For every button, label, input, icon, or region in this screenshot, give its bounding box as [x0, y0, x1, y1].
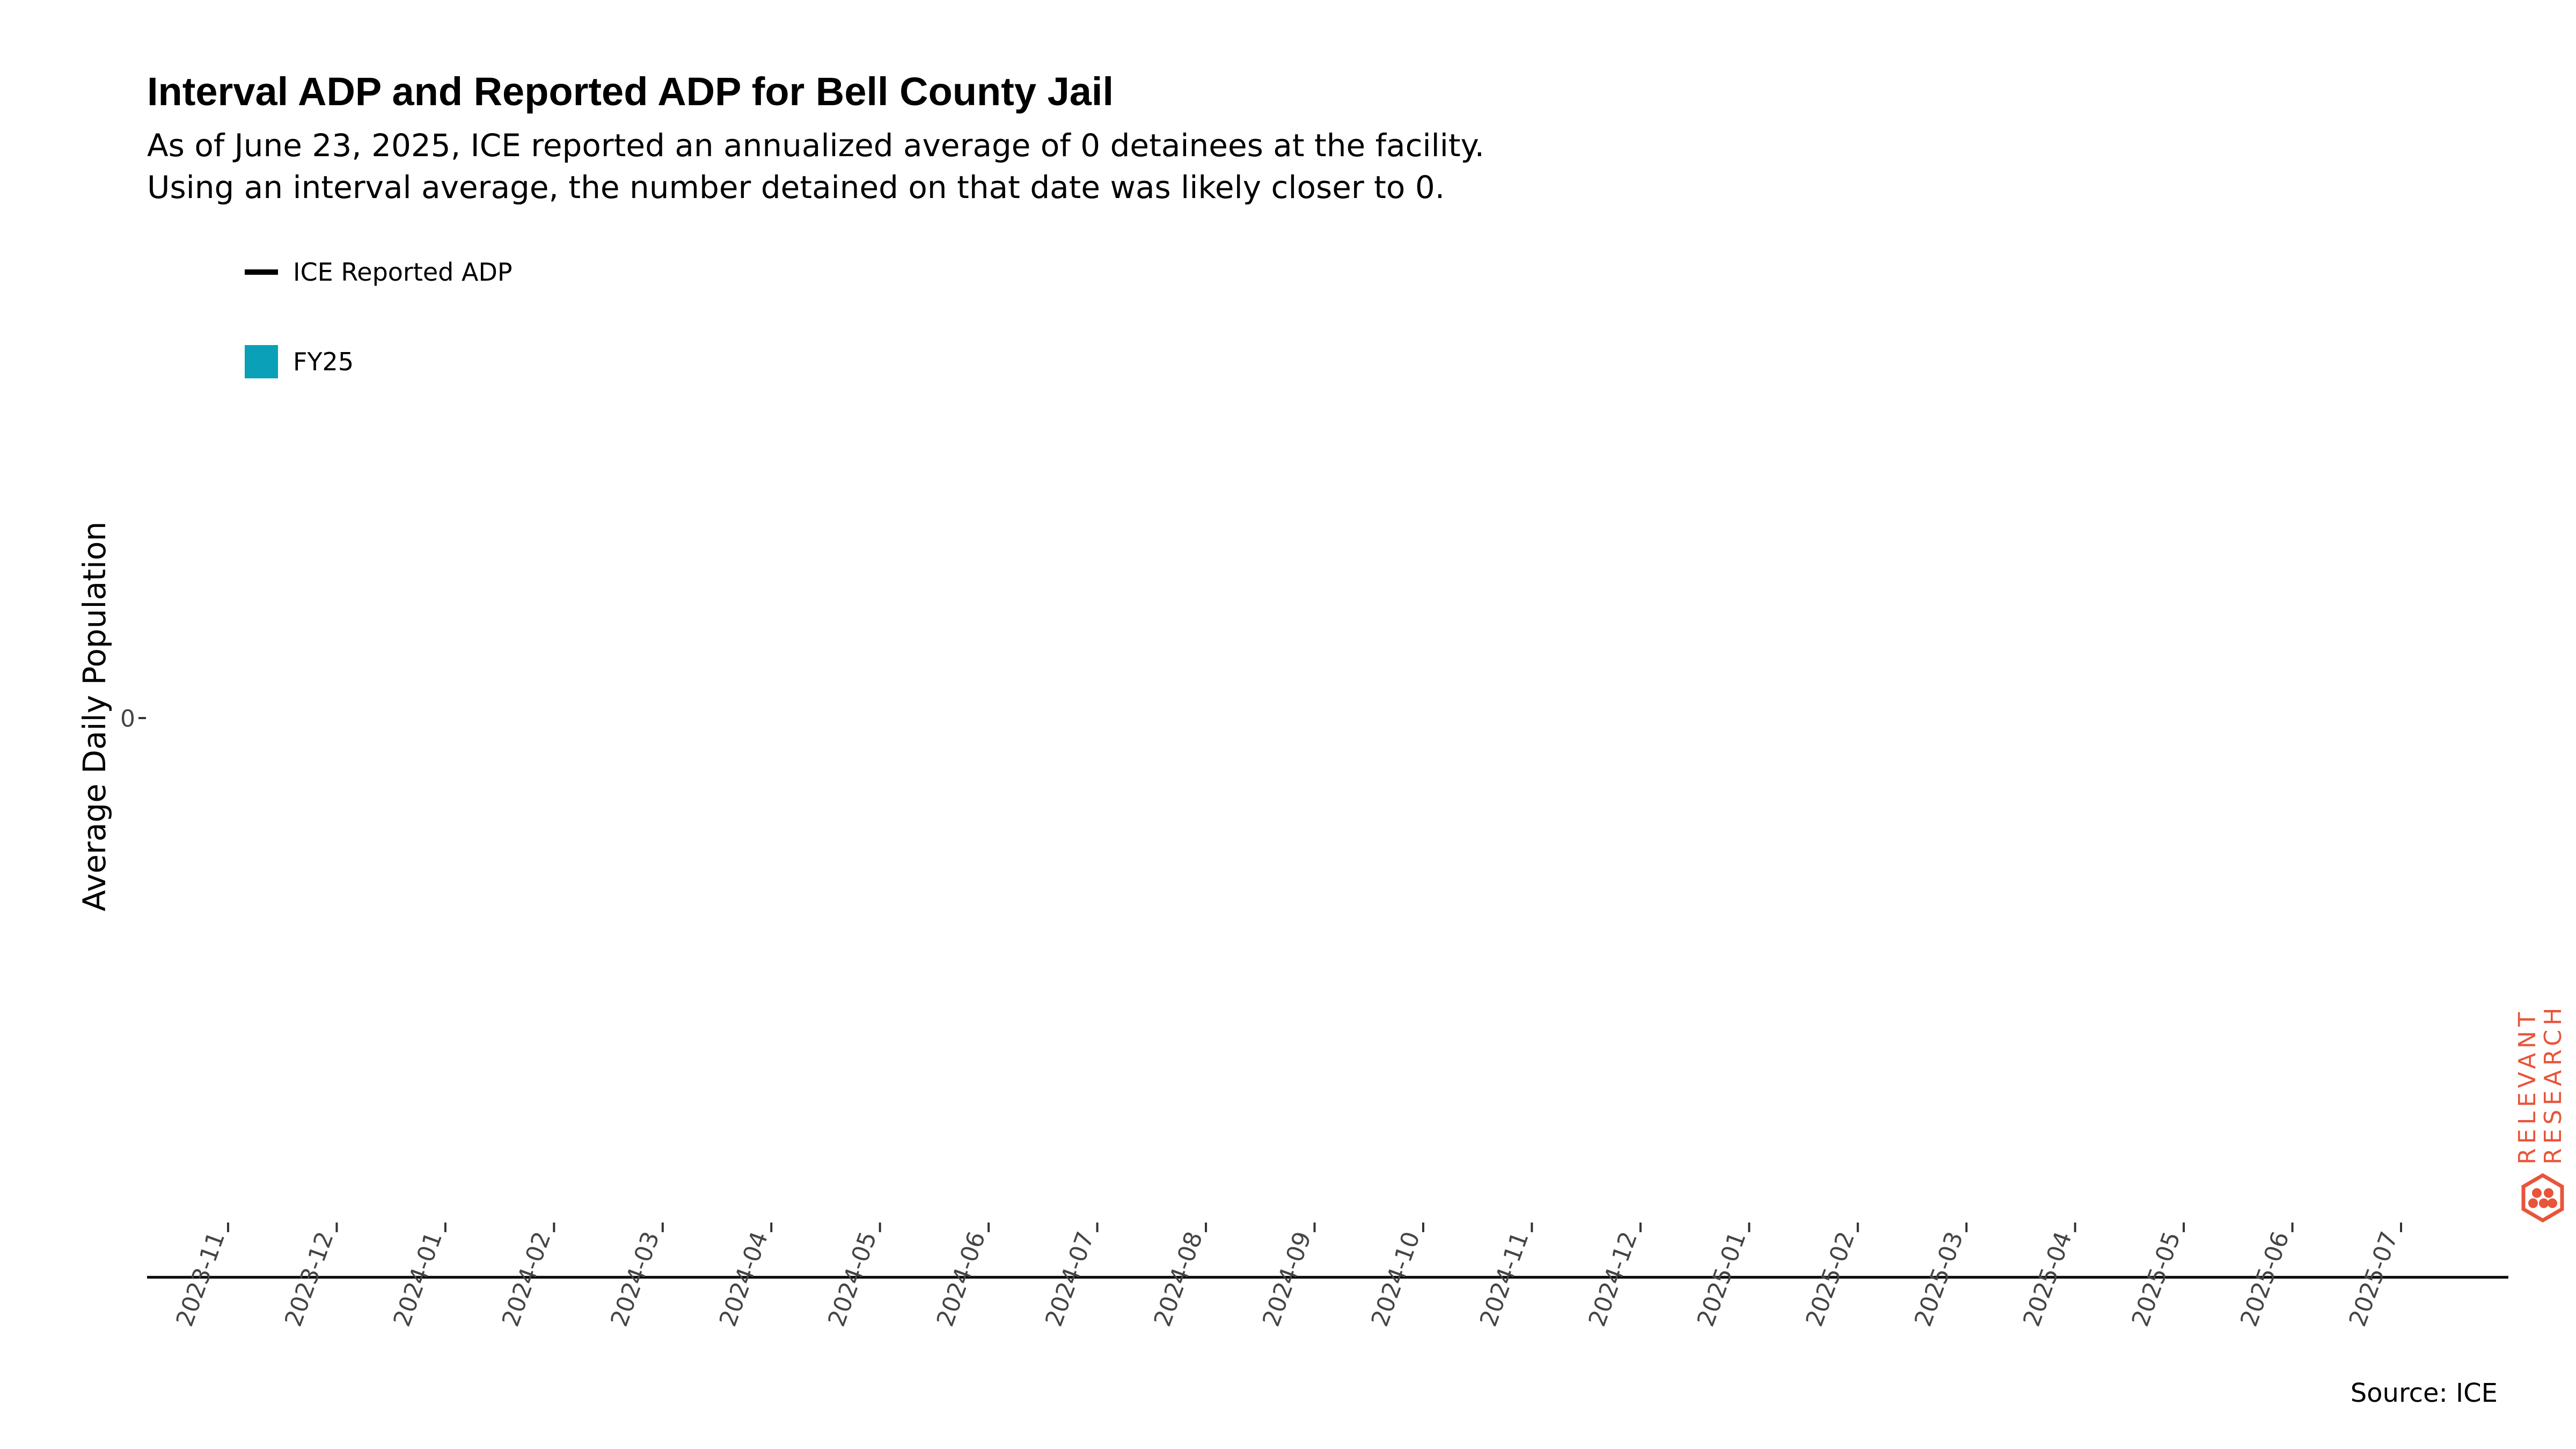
x-tick-label: 2025-02: [1801, 1228, 1860, 1330]
y-axis: 0: [120, 705, 146, 733]
legend-item-fy25: FY25: [245, 345, 354, 378]
x-tick-label: 2024-04: [714, 1228, 774, 1330]
logo-text: RELEVANT: [2514, 1008, 2541, 1165]
hexagon-logo-icon: [2521, 1173, 2564, 1223]
x-tick-label: 2023-11: [171, 1228, 231, 1330]
legend-item-reported-adp: ICE Reported ADP: [245, 258, 513, 287]
source-note: Source: ICE: [2350, 1378, 2498, 1408]
legend-label-fy25: FY25: [293, 347, 354, 376]
x-tick-label: 2024-01: [388, 1228, 448, 1330]
logo-text: RESEARCH: [2540, 1004, 2567, 1165]
chart-title: Interval ADP and Reported ADP for Bell C…: [147, 69, 1114, 114]
x-tick-label: 2025-06: [2235, 1228, 2295, 1330]
subtitle-line-2: Using an interval average, the number de…: [147, 169, 1445, 206]
x-tick-label: 2025-01: [1692, 1228, 1752, 1330]
legend-label-reported-adp: ICE Reported ADP: [293, 258, 513, 287]
chart-subtitle: As of June 23, 2025, ICE reported an ann…: [147, 125, 1484, 208]
x-tick-label: 2024-10: [1366, 1228, 1425, 1330]
x-tick-label: 2025-03: [1909, 1228, 1969, 1330]
legend-line-swatch: [245, 269, 278, 275]
x-tick-label: 2023-12: [280, 1228, 339, 1330]
x-tick-label: 2024-09: [1257, 1228, 1317, 1330]
x-tick-label: 2025-05: [2127, 1228, 2186, 1330]
y-tick-label: 0: [120, 705, 135, 733]
x-tick-label: 2024-12: [1583, 1228, 1643, 1330]
legend-fill-swatch: [245, 345, 278, 378]
x-tick-label: 2024-05: [823, 1228, 882, 1330]
x-tick-label: 2024-06: [932, 1228, 991, 1330]
x-tick-label: 2024-02: [497, 1228, 557, 1330]
x-tick-label: 2024-03: [605, 1228, 665, 1330]
x-tick-label: 2025-07: [2344, 1228, 2404, 1330]
x-tick-label: 2025-04: [2018, 1228, 2077, 1330]
subtitle-line-1: As of June 23, 2025, ICE reported an ann…: [147, 127, 1485, 164]
x-tick-label: 2024-07: [1040, 1228, 1100, 1330]
x-tick-label: 2024-08: [1149, 1228, 1209, 1330]
x-tick-label: 2024-11: [1475, 1228, 1534, 1330]
